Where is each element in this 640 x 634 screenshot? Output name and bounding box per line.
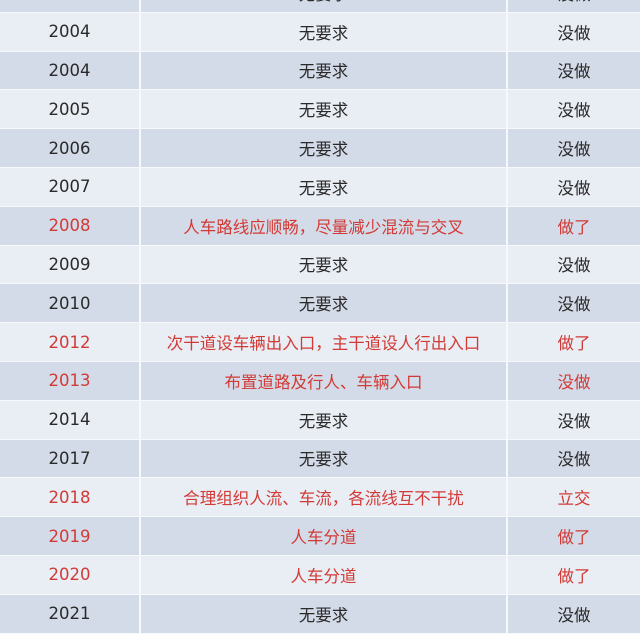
year-cell: 2021 xyxy=(0,594,141,633)
requirement-cell: 无要求 xyxy=(141,400,508,439)
requirement-cell: 无要求 xyxy=(141,0,508,12)
requirement-cell: 次干道设车辆出入口，主干道设人行出入口 xyxy=(141,323,508,361)
status-cell: 没做 xyxy=(557,411,591,431)
status-cell: 没做 xyxy=(557,23,591,43)
status-cell: 做了 xyxy=(557,217,591,237)
table-row: 2004 无要求 没做 xyxy=(0,51,640,91)
year-cell xyxy=(0,0,141,12)
requirement-cell: 无要求 xyxy=(141,12,508,51)
status-cell: 做了 xyxy=(557,334,591,354)
status-cell: 做了 xyxy=(557,566,591,586)
year-cell: 2005 xyxy=(0,90,141,129)
table-row: 2014 无要求 没做 xyxy=(0,400,640,440)
status-cell: 没做 xyxy=(557,101,591,121)
year-cell: 2014 xyxy=(0,400,141,439)
status-cell: 没做 xyxy=(557,295,591,315)
year-cell: 2008 xyxy=(0,206,141,245)
status-cell: 没做 xyxy=(557,140,591,160)
year-cell: 2009 xyxy=(0,245,141,284)
status-cell: 没做 xyxy=(557,256,591,276)
requirement-cell: 合理组织人流、车流，各流线互不干扰 xyxy=(141,478,508,517)
table-row: 2018 合理组织人流、车流，各流线互不干扰 立交 xyxy=(0,478,640,518)
status-cell: 没做 xyxy=(557,605,591,625)
table-row: 2005 无要求 没做 xyxy=(0,90,640,130)
table-row: 2008 人车路线应顺畅，尽量减少混流与交叉 做了 xyxy=(0,206,640,246)
year-cell: 2006 xyxy=(0,129,141,167)
status-cell: 没做 xyxy=(557,372,591,392)
table-row: 2006 无要求 没做 xyxy=(0,129,640,168)
status-cell: 做了 xyxy=(557,528,591,548)
table-row: 2013 布置道路及行人、车辆入口 没做 xyxy=(0,361,640,401)
year-cell: 2012 xyxy=(0,323,141,361)
requirement-cell: 无要求 xyxy=(141,245,508,284)
year-cell: 2019 xyxy=(0,517,141,555)
table-row: 2019 人车分道 做了 xyxy=(0,517,640,556)
requirement-cell: 无要求 xyxy=(141,129,508,167)
table-row: 2004 无要求 没做 xyxy=(0,12,640,52)
status-cell: 没做 xyxy=(557,450,591,470)
requirement-cell: 人车分道 xyxy=(141,517,508,555)
year-cell: 2020 xyxy=(0,555,141,594)
year-cell: 2004 xyxy=(0,51,141,90)
year-cell: 2018 xyxy=(0,478,141,517)
table-row: 2020 人车分道 做了 xyxy=(0,555,640,595)
table-row: 2009 无要求 没做 xyxy=(0,245,640,285)
requirement-cell: 无要求 xyxy=(141,594,508,633)
table-row: 2007 无要求 没做 xyxy=(0,167,640,207)
table-row: 2012 次干道设车辆出入口，主干道设人行出入口 做了 xyxy=(0,323,640,362)
status-cell: 没做 xyxy=(508,0,640,12)
requirement-cell: 无要求 xyxy=(141,90,508,129)
table-row: 2021 无要求 没做 xyxy=(0,594,640,634)
requirement-cell: 布置道路及行人、车辆入口 xyxy=(141,361,508,400)
requirement-cell: 人车分道 xyxy=(141,555,508,594)
status-cell: 没做 xyxy=(557,178,591,198)
requirement-cell: 无要求 xyxy=(141,439,508,478)
status-cell: 没做 xyxy=(557,62,591,82)
requirement-cell: 无要求 xyxy=(141,167,508,206)
table-row: 2017 无要求 没做 xyxy=(0,439,640,479)
year-cell: 2017 xyxy=(0,439,141,478)
year-cell: 2004 xyxy=(0,12,141,51)
requirement-cell: 无要求 xyxy=(141,51,508,90)
table-row: 2010 无要求 没做 xyxy=(0,284,640,324)
requirement-cell: 无要求 xyxy=(141,284,508,323)
status-cell: 立交 xyxy=(557,489,591,509)
year-cell: 2007 xyxy=(0,167,141,206)
requirement-cell: 人车路线应顺畅，尽量减少混流与交叉 xyxy=(141,206,508,245)
year-cell: 2013 xyxy=(0,361,141,400)
year-cell: 2010 xyxy=(0,284,141,323)
